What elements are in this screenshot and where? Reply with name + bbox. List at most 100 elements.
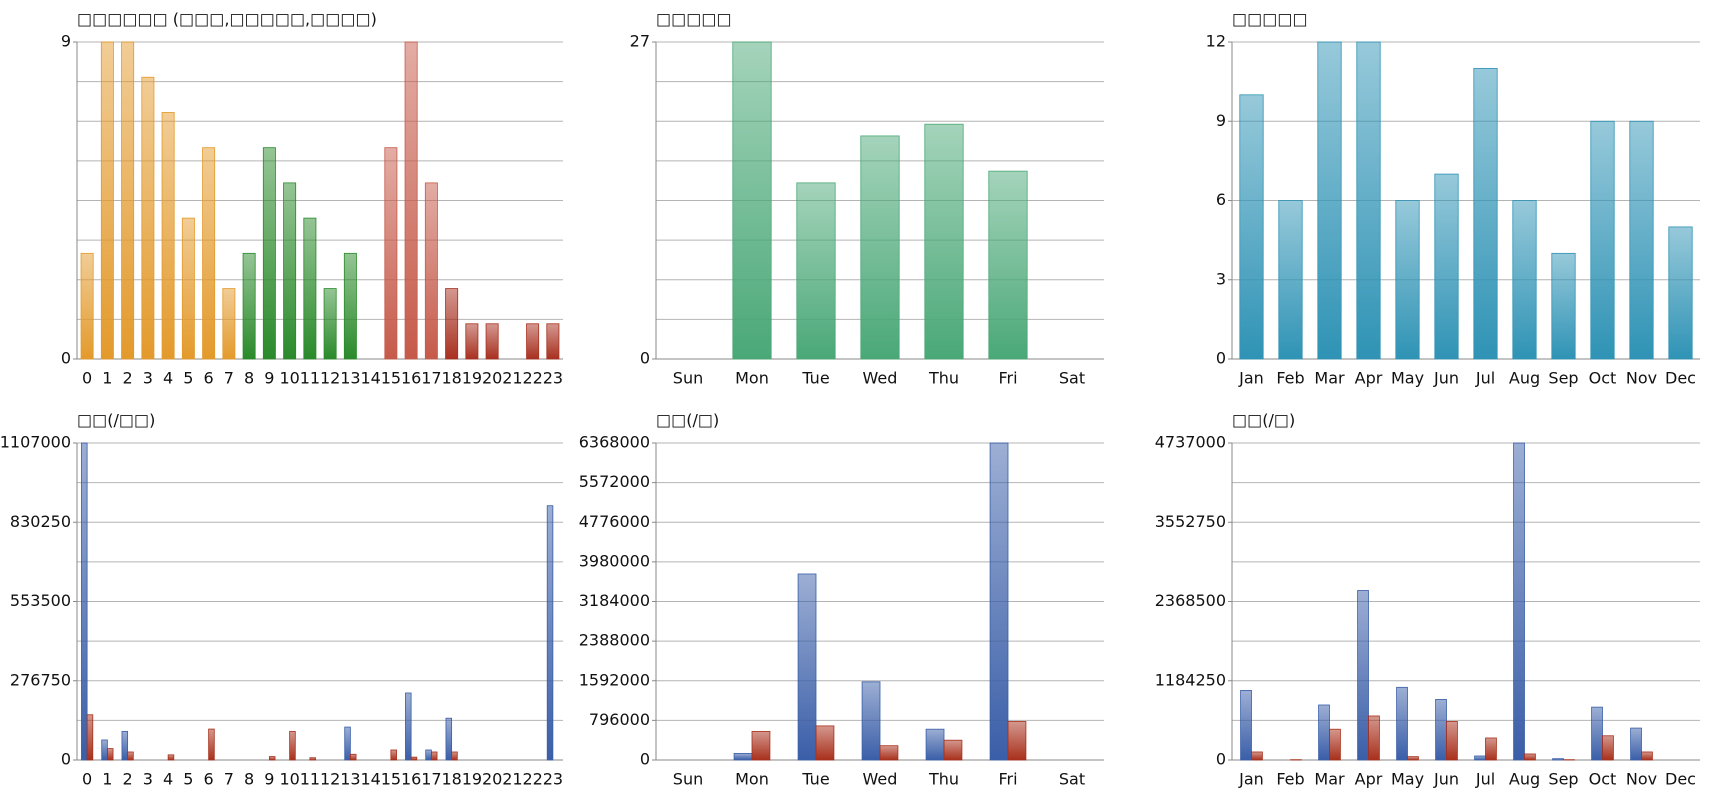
x-tick-label: 21	[502, 770, 522, 789]
bar	[751, 730, 771, 761]
y-tick-label: 4776000	[579, 512, 650, 531]
bar	[1629, 120, 1654, 360]
x-tick-label: Wed	[863, 369, 898, 388]
y-tick-label: 1592000	[579, 670, 650, 689]
x-tick-label: Aug	[1509, 770, 1540, 789]
bar	[1251, 751, 1263, 761]
x-tick-label: Nov	[1626, 369, 1657, 388]
bar	[1512, 200, 1537, 360]
x-tick-label: 6	[204, 369, 214, 388]
x-tick-label: Aug	[1509, 369, 1540, 388]
x-tick-label: 12	[320, 770, 340, 789]
bar	[222, 288, 236, 360]
bar	[343, 252, 357, 360]
x-tick-label: 20	[482, 770, 502, 789]
x-tick-label: Feb	[1276, 770, 1304, 789]
x-tick-label: May	[1391, 369, 1424, 388]
x-tick-label: 4	[163, 369, 173, 388]
bar	[344, 726, 351, 761]
bar	[1552, 758, 1564, 761]
bar	[405, 692, 412, 761]
bar	[1356, 41, 1381, 360]
y-tick-label: 6	[1216, 190, 1226, 209]
bar	[283, 182, 297, 360]
y-tick-label: 9	[1216, 111, 1226, 130]
bar	[1435, 699, 1447, 761]
x-tick-label: Jun	[1433, 770, 1459, 789]
chart-title: □□(/□)	[656, 411, 719, 430]
bar	[121, 41, 135, 360]
bar	[546, 323, 560, 360]
y-tick-label: 796000	[589, 710, 650, 729]
x-tick-label: Sat	[1059, 369, 1085, 388]
x-tick-label: 23	[543, 770, 563, 789]
y-tick-label: 5572000	[579, 472, 650, 491]
x-tick-label: 0	[82, 369, 92, 388]
y-tick-label: 0	[640, 349, 650, 368]
x-tick-label: Tue	[801, 369, 829, 388]
bar	[1357, 590, 1369, 761]
bar	[101, 739, 108, 761]
x-tick-label: Feb	[1276, 369, 1304, 388]
x-tick-label: 22	[522, 369, 542, 388]
bar	[796, 182, 836, 360]
bar	[430, 751, 438, 761]
x-tick-label: Nov	[1626, 770, 1657, 789]
x-tick-label: 15	[381, 369, 401, 388]
bar	[861, 681, 881, 761]
y-tick-label: 3980000	[579, 551, 650, 570]
x-tick-label: Jan	[1238, 369, 1264, 388]
bar	[127, 751, 134, 761]
x-tick-label: 7	[224, 770, 234, 789]
x-tick-label: 2	[123, 369, 133, 388]
x-tick-label: Apr	[1355, 770, 1383, 789]
bar	[404, 41, 418, 360]
x-tick-label: May	[1391, 770, 1424, 789]
x-tick-label: 19	[462, 369, 482, 388]
x-tick-label: 16	[401, 369, 421, 388]
bar	[1395, 200, 1420, 360]
chart-title: □□(/□)	[1232, 411, 1295, 430]
x-tick-label: 23	[543, 369, 563, 388]
bar	[202, 147, 216, 360]
bar	[86, 714, 94, 761]
x-tick-label: 18	[441, 770, 461, 789]
x-tick-label: 1	[102, 770, 112, 789]
bar	[1239, 94, 1264, 360]
bar	[1434, 173, 1459, 360]
x-tick-label: Oct	[1589, 770, 1617, 789]
x-tick-label: Tue	[801, 770, 829, 789]
bar	[733, 752, 753, 761]
x-tick-label: 20	[482, 369, 502, 388]
y-tick-label: 830250	[10, 512, 71, 531]
bar	[390, 749, 397, 761]
bar	[1473, 68, 1498, 360]
bar	[1474, 755, 1486, 761]
x-tick-label: Mon	[735, 369, 769, 388]
chart-title: □□□□□□ (□□□,□□□□□,□□□□)	[77, 10, 377, 29]
bar	[289, 730, 296, 761]
y-tick-label: 4737000	[1155, 433, 1226, 452]
y-tick-label: 3552750	[1155, 512, 1226, 531]
x-tick-label: 12	[320, 369, 340, 388]
bar	[860, 135, 900, 360]
bar	[81, 442, 88, 761]
x-tick-label: Mar	[1314, 369, 1345, 388]
x-tick-label: 21	[502, 369, 522, 388]
y-tick-label: 0	[61, 750, 71, 769]
bar	[181, 217, 195, 360]
x-tick-label: 14	[360, 369, 380, 388]
x-tick-label: Jul	[1475, 770, 1495, 789]
x-tick-label: 18	[441, 369, 461, 388]
bar	[988, 170, 1028, 360]
x-tick-label: 11	[300, 369, 320, 388]
bar	[943, 739, 963, 761]
x-tick-label: 19	[462, 770, 482, 789]
x-tick-label: 17	[421, 369, 441, 388]
bar	[465, 323, 479, 360]
x-tick-label: Fri	[998, 770, 1017, 789]
x-tick-label: 17	[421, 770, 441, 789]
x-tick-label: Sep	[1548, 770, 1578, 789]
bar	[1630, 727, 1642, 761]
